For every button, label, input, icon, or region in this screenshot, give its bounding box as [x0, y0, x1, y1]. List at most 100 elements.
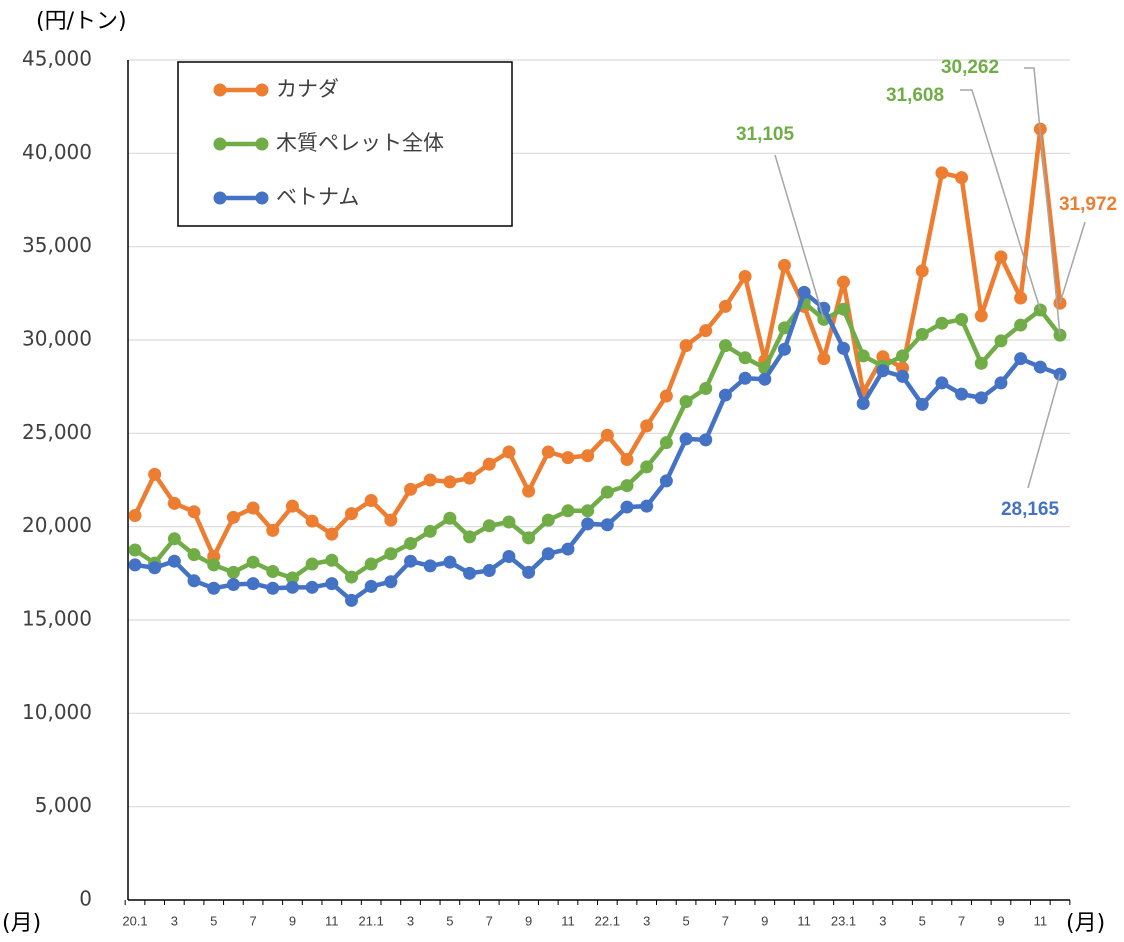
point — [955, 387, 969, 401]
point — [876, 350, 890, 364]
x-tick-label: 23.1 — [831, 913, 856, 928]
x-tick-label: 7 — [249, 913, 256, 928]
point — [187, 548, 201, 562]
value-label: 31,105 — [736, 124, 795, 145]
point — [817, 301, 831, 315]
point — [837, 275, 851, 289]
point — [699, 433, 713, 447]
point — [266, 581, 280, 595]
point — [1014, 291, 1028, 305]
point — [404, 554, 418, 568]
point — [659, 436, 673, 450]
point — [167, 532, 181, 546]
point — [600, 518, 614, 532]
point — [404, 482, 418, 496]
x-tick-label: 11 — [1034, 913, 1048, 928]
point — [581, 449, 595, 463]
point — [640, 460, 654, 474]
point — [325, 553, 339, 567]
x-tick-label: 7 — [486, 913, 493, 928]
point — [522, 565, 536, 579]
point — [640, 499, 654, 513]
point — [246, 501, 260, 515]
point — [344, 593, 358, 607]
y-tick-label: 0 — [79, 887, 92, 911]
point — [718, 339, 732, 353]
y-tick-label: 30,000 — [22, 327, 92, 351]
point — [955, 312, 969, 326]
x-tick-label: 9 — [289, 913, 296, 928]
point — [718, 388, 732, 402]
leader-line — [1024, 67, 1061, 336]
point — [994, 250, 1008, 264]
legend-swatch — [255, 83, 269, 97]
point — [423, 524, 437, 538]
point — [167, 554, 181, 568]
x-tick-label: 5 — [446, 913, 453, 928]
x-tick-label: 22.1 — [595, 913, 620, 928]
x-tick-label: 5 — [919, 913, 926, 928]
y-tick-label: 35,000 — [22, 233, 92, 257]
point — [285, 580, 299, 594]
point — [207, 558, 221, 572]
point — [620, 479, 634, 493]
point — [876, 364, 890, 378]
point — [128, 543, 142, 557]
y-tick-label: 25,000 — [22, 420, 92, 444]
point — [758, 372, 772, 386]
legend-swatch — [213, 83, 227, 97]
point — [463, 530, 477, 544]
point — [541, 445, 555, 459]
point — [974, 309, 988, 323]
legend-label: カナダ — [276, 77, 339, 101]
point — [187, 505, 201, 519]
point — [266, 523, 280, 537]
point — [344, 507, 358, 521]
point — [246, 555, 260, 569]
x-tick-label: 9 — [761, 913, 768, 928]
y-tick-label: 5,000 — [35, 793, 92, 817]
point — [128, 508, 142, 522]
point — [443, 511, 457, 525]
point — [482, 519, 496, 533]
point — [246, 577, 260, 591]
leader-line — [960, 89, 1042, 311]
point — [718, 299, 732, 313]
point — [482, 564, 496, 578]
x-tick-label: 11 — [561, 913, 575, 928]
point — [699, 382, 713, 396]
leader-line — [1059, 221, 1086, 304]
point — [679, 339, 693, 353]
point — [1014, 318, 1028, 332]
point — [325, 577, 339, 591]
point — [896, 349, 910, 363]
point — [738, 351, 752, 365]
point — [187, 574, 201, 588]
point — [384, 547, 398, 561]
point — [463, 566, 477, 580]
point — [226, 565, 240, 579]
point — [502, 445, 516, 459]
point — [443, 475, 457, 489]
point — [167, 496, 181, 510]
y-tick-label: 40,000 — [22, 140, 92, 164]
point — [777, 342, 791, 356]
leader-line — [774, 154, 825, 320]
point — [226, 510, 240, 524]
y-tick-label: 45,000 — [22, 47, 92, 71]
point — [896, 369, 910, 383]
point — [404, 536, 418, 550]
point — [423, 559, 437, 573]
point — [1014, 352, 1028, 366]
point — [620, 500, 634, 514]
point — [856, 396, 870, 410]
x-axis-unit: (月) — [2, 911, 41, 936]
point — [384, 513, 398, 527]
point — [994, 334, 1008, 348]
point — [148, 467, 162, 481]
point — [364, 557, 378, 571]
point — [679, 395, 693, 409]
x-tick-label: 3 — [879, 913, 886, 928]
value-label: 28,165 — [1001, 499, 1060, 520]
